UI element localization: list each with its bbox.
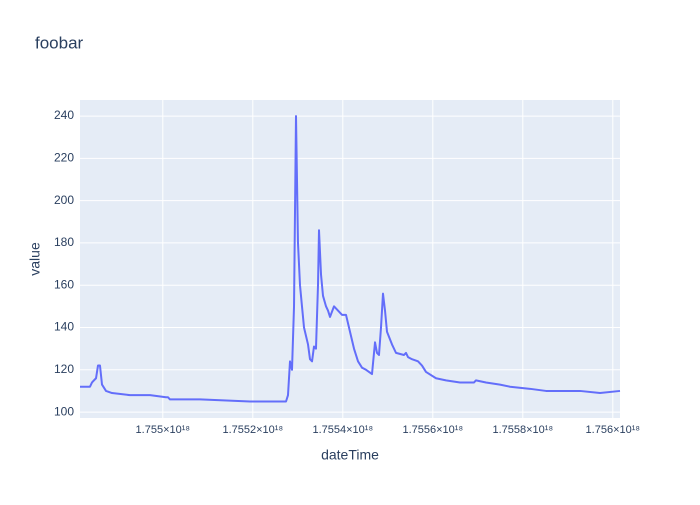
y-tick-label: 240: [54, 108, 74, 122]
x-tick-label: 1.7558×10¹⁸: [492, 424, 553, 436]
y-tick-label: 100: [54, 404, 74, 418]
x-tick-label: 1.7554×10¹⁸: [312, 424, 373, 436]
chart-title: foobar: [35, 33, 84, 52]
y-tick-label: 120: [54, 362, 74, 376]
x-tick-label: 1.756×10¹⁸: [586, 424, 641, 436]
y-tick-label: 200: [54, 193, 74, 207]
x-tick-label: 1.7552×10¹⁸: [222, 424, 283, 436]
y-tick-label: 220: [54, 151, 74, 165]
y-tick-label: 180: [54, 235, 74, 249]
y-tick-label: 140: [54, 320, 74, 334]
x-tick-label: 1.755×10¹⁸: [136, 424, 191, 436]
x-tick-label: 1.7556×10¹⁸: [402, 424, 463, 436]
y-axis-title: value: [27, 242, 43, 276]
y-tick-label: 160: [54, 277, 74, 291]
line: [80, 115, 621, 403]
plot-area: [80, 100, 620, 418]
x-axis-title: dateTime: [321, 447, 379, 463]
